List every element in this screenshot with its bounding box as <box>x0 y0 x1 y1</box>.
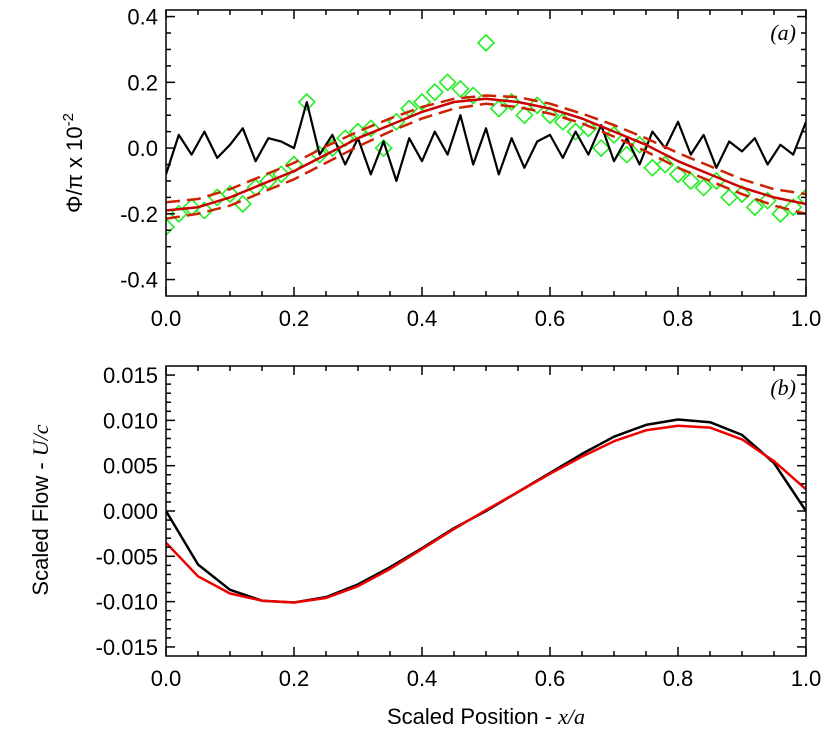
panel-a-x-tick-label: 0.4 <box>407 306 438 331</box>
panel-a: 0.0 0.2 0.4 0.6 0.8 1.0-0.4-0.20.00.20.4 (a) … <box>60 5 821 331</box>
panel-b-y-tick-label: -0.010 <box>96 590 158 615</box>
panel-a-fit-dashed-upper-series <box>166 94 806 204</box>
panel-a-scatter-point <box>272 165 291 184</box>
panel-a-fit-solid-series <box>166 97 806 212</box>
panel-a-scatter-point <box>681 171 700 191</box>
panel-b-x-tick-label: 0.0 <box>151 666 182 691</box>
panel-a-scatter-point <box>617 145 636 164</box>
panel-b-ylabel-italic: U/c <box>28 424 53 456</box>
panel-a-scatter-point <box>515 106 534 125</box>
panel-a-y-tick-label: 0.0 <box>127 136 158 161</box>
panel-a-scatter-point <box>476 33 496 53</box>
panel-a-scatter-point <box>169 204 188 223</box>
panel-b-ylabel-group: Scaled Flow - U/c <box>28 424 53 595</box>
panel-a-x-tick-label: 0.6 <box>535 306 566 331</box>
panel-a-scatter-point <box>438 73 457 92</box>
panel-b-plot-area <box>166 418 806 604</box>
panel-a-scatter-point <box>579 119 598 138</box>
panel-a-scatter-point <box>720 188 739 207</box>
panel-a-scatter-point <box>166 217 176 237</box>
panel-a-scatter-point <box>464 86 483 105</box>
panel-b-label: (b) <box>770 375 796 400</box>
panel-a-scatter-point <box>528 96 547 115</box>
panel-a-scatter-point <box>592 138 611 158</box>
panel-b-y-tick-label: -0.005 <box>96 544 158 569</box>
panel-a-scatter-point <box>284 155 304 174</box>
panel-a-ylabel-group: Φ/π x 10-2 <box>60 113 87 213</box>
panel-b-x-tick-label: 0.8 <box>663 666 694 691</box>
panel-a-scatter-point <box>643 158 662 177</box>
panel-a-x-tick-label: 1.0 <box>791 306 822 331</box>
panel-a-plot-area <box>166 33 806 237</box>
panel-b-ticks: 0.0 0.2 0.4 0.6 0.8 1.0 0.015 0.010 0.005 0.000 -0… <box>96 363 822 691</box>
panel-a-y-tick-label: -0.2 <box>120 202 158 227</box>
panel-a-ylabel-main: Φ/π x 10 <box>62 126 87 213</box>
panel-b-y-tick-label: 0.000 <box>103 499 158 524</box>
panel-b-y-tick-label: 0.010 <box>103 408 158 433</box>
panel-a-scatter-point <box>784 198 803 217</box>
panel-b-xlabel-italic: x/a <box>557 704 585 729</box>
panel-a-noise-line-series <box>166 100 806 182</box>
panel-a-scatter-point <box>297 92 316 112</box>
panel-b-y-tick-label: 0.005 <box>103 454 158 479</box>
panel-b-x-tick-label: 1.0 <box>791 666 822 691</box>
panel-a-scatter-point <box>745 198 764 217</box>
panel-b-x-tick-label: 0.2 <box>279 666 310 691</box>
panel-a-scatter-point <box>604 125 624 145</box>
panel-a-scatter-point <box>412 92 432 112</box>
panel-a-scatter-point <box>374 138 393 158</box>
panel-b-ylabel: Scaled Flow - U/c <box>28 424 53 595</box>
panel-b-curve-red-series <box>166 424 806 604</box>
panel-b-ylabel-main: Scaled Flow - <box>28 456 53 595</box>
panel-a-scatter-point <box>656 155 675 174</box>
panel-a-scatter-point <box>451 79 470 99</box>
panel-b-xlabel: Scaled Position - x/a <box>387 704 585 729</box>
panel-a-y-tick-label: 0.4 <box>127 5 158 30</box>
panel-b-y-tick-label: 0.015 <box>103 363 158 388</box>
panel-a-scatter-point <box>796 188 806 207</box>
panel-a-y-tick-label: -0.4 <box>120 268 158 293</box>
panel-b-x-tick-label: 0.4 <box>407 666 438 691</box>
panel-a-label: (a) <box>770 20 796 45</box>
panel-a-scatter-point <box>361 119 380 138</box>
panel-a-scatter-point <box>630 135 649 154</box>
panel-b-y-tick-label: -0.015 <box>96 635 158 660</box>
panel-b-xlabel-main: Scaled Position - <box>387 704 558 729</box>
panel-a-scatter-point <box>220 184 240 204</box>
panel-a-y-tick-label: 0.2 <box>127 70 158 95</box>
panel-b: 0.0 0.2 0.4 0.6 0.8 1.0 0.015 0.010 0.005 0.000 -0… <box>28 363 821 729</box>
panel-a-scatter-point <box>668 165 688 184</box>
panel-a-scatter-point <box>694 178 713 197</box>
panel-a-scatter-point <box>502 92 521 112</box>
panel-a-fit-dashed-lower-series <box>166 102 806 220</box>
panel-a-x-tick-label: 0.2 <box>279 306 310 331</box>
panel-a-ylabel-exponent: -2 <box>60 113 77 126</box>
panel-a-x-tick-label: 0.8 <box>663 306 694 331</box>
panel-a-scatter-point <box>425 83 444 102</box>
panel-b-x-tick-label: 0.6 <box>535 666 566 691</box>
panel-a-scatter-point <box>771 204 790 223</box>
panel-a-x-tick-label: 0.0 <box>151 306 182 331</box>
panel-a-ylabel: Φ/π x 10-2 <box>60 113 87 213</box>
panel-a-ticks: 0.0 0.2 0.4 0.6 0.8 1.0 -0.4 -0.2 0.0 0.2 0.4 <box>120 5 821 331</box>
